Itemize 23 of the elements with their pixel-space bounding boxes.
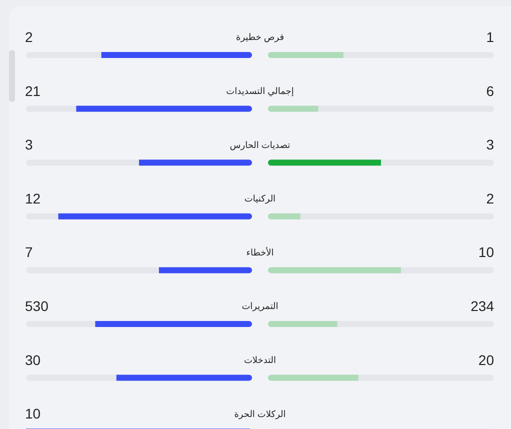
data-label: 3	[486, 136, 494, 153]
data-label: 2	[25, 28, 33, 45]
data-label: 2	[486, 190, 494, 206]
category-label: الركلات الحرة	[234, 408, 286, 420]
category-label: التمريرات	[242, 301, 278, 312]
data-label: 7	[25, 244, 33, 260]
category-label: فرص خطيرة	[236, 32, 284, 44]
data-label: 10	[478, 244, 494, 260]
data-label: 6	[486, 82, 494, 99]
data-label: 21	[25, 82, 41, 99]
data-label: 530	[25, 298, 49, 314]
category-label: التدخلات	[244, 354, 276, 365]
data-label: 1	[486, 28, 494, 45]
category-label: تصديات الحارس	[230, 140, 291, 151]
category-label: إجمالي التسديدات	[226, 86, 294, 97]
data-label: 20	[478, 352, 494, 368]
category-label: الركنيات	[244, 194, 276, 205]
data-label: 3	[25, 136, 33, 153]
data-label: 30	[25, 352, 41, 368]
data-label: 234	[470, 298, 494, 314]
category-label: الأخطاء	[246, 246, 274, 258]
data-label: 10	[25, 406, 41, 422]
data-label: 12	[25, 190, 41, 206]
